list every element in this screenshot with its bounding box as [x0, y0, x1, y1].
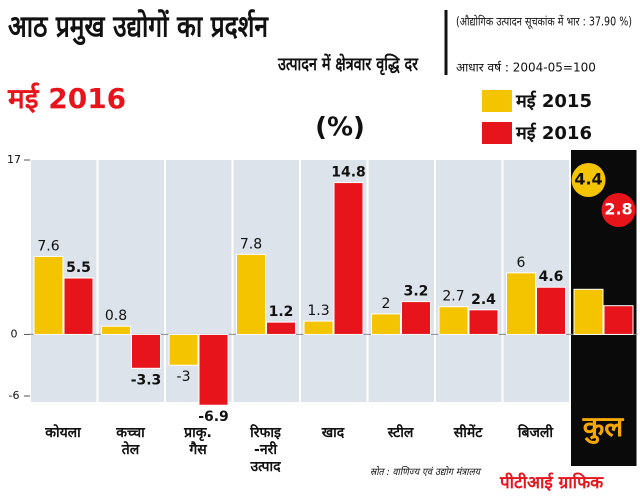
bar: [131, 333, 161, 369]
bar: [468, 309, 499, 335]
y-tick-label: 0: [11, 327, 18, 340]
x-tick-label: प्राकृ. गैस: [184, 425, 212, 458]
bar: [438, 306, 469, 335]
bar: [63, 277, 94, 335]
value-label: 14.8: [331, 165, 366, 181]
bar: [198, 333, 229, 406]
value-badge: [601, 193, 636, 227]
column-panel: [368, 160, 434, 402]
y-tick-label: -6: [9, 389, 20, 402]
column-panel: [436, 160, 502, 402]
value-label: 2.4: [471, 292, 496, 308]
value-label: 2.7: [442, 289, 464, 305]
value-label: 7.8: [240, 236, 262, 252]
note: (औद्योगिक उत्पादन सूचकांक में भार : 37.9…: [456, 15, 632, 30]
chart-title: आठ प्रमुख उद्योगों का प्रदर्शन: [8, 9, 269, 46]
value-label: 5.5: [66, 260, 91, 276]
source: स्रोत : वाणिज्य एवं उद्योग मंत्रालय: [370, 466, 482, 478]
x-tick-label: कोयला: [45, 425, 81, 441]
credit-box: [493, 466, 640, 500]
x-tick-label: खाद: [321, 425, 345, 441]
value-badge: [571, 163, 606, 197]
bar: [506, 272, 536, 335]
bar: [603, 305, 634, 335]
bar: [371, 313, 401, 335]
chart-subtitle: मई 2016: [7, 82, 126, 115]
legend-swatch: [482, 90, 512, 112]
value-label: 2: [382, 296, 391, 312]
x-tick-label: बिजली: [517, 425, 554, 441]
y-tick-label: 17: [7, 153, 21, 166]
base-year: आधार वर्ष : 2004-05=100: [456, 61, 596, 75]
bar: [101, 325, 131, 335]
legend-label: मई 2015: [515, 90, 592, 112]
bar: [333, 182, 364, 335]
bar: [236, 253, 266, 335]
value-label: 3.2: [404, 284, 429, 300]
bar: [536, 286, 566, 335]
axis-title: उत्पादन में क्षेत्रवार वृद्धि दर: [277, 53, 418, 76]
value-label: -6.9: [198, 409, 229, 425]
value-label: -3: [177, 369, 191, 385]
value-label: 4.4: [574, 170, 602, 189]
bar: [573, 288, 604, 335]
x-tick-label: रिफाइ -नरी उत्पाद: [250, 425, 281, 475]
value-label: 1.2: [269, 304, 294, 320]
legend-label: मई 2016: [515, 122, 592, 144]
value-label: -3.3: [131, 372, 162, 388]
legend-swatch: [482, 122, 512, 144]
x-tick-label: कच्चा तेल: [116, 425, 145, 458]
bar: [266, 321, 296, 335]
bar: [401, 301, 431, 335]
value-label: 0.8: [105, 308, 127, 324]
value-label: 7.6: [37, 238, 59, 254]
value-label: 2.8: [604, 200, 632, 219]
credit: पीटीआई ग्राफिक: [499, 472, 604, 493]
x-tick-label: सीमेंट: [453, 425, 483, 441]
bar: [33, 255, 64, 335]
value-label: 4.6: [539, 269, 564, 285]
bar: [303, 320, 334, 335]
value-label: 1.3: [307, 303, 329, 319]
bar: [168, 333, 199, 366]
value-label: 6: [517, 255, 526, 271]
x-tick-label: कुल: [582, 410, 624, 443]
unit: (%): [315, 113, 365, 143]
x-tick-label: स्टील: [387, 425, 414, 441]
